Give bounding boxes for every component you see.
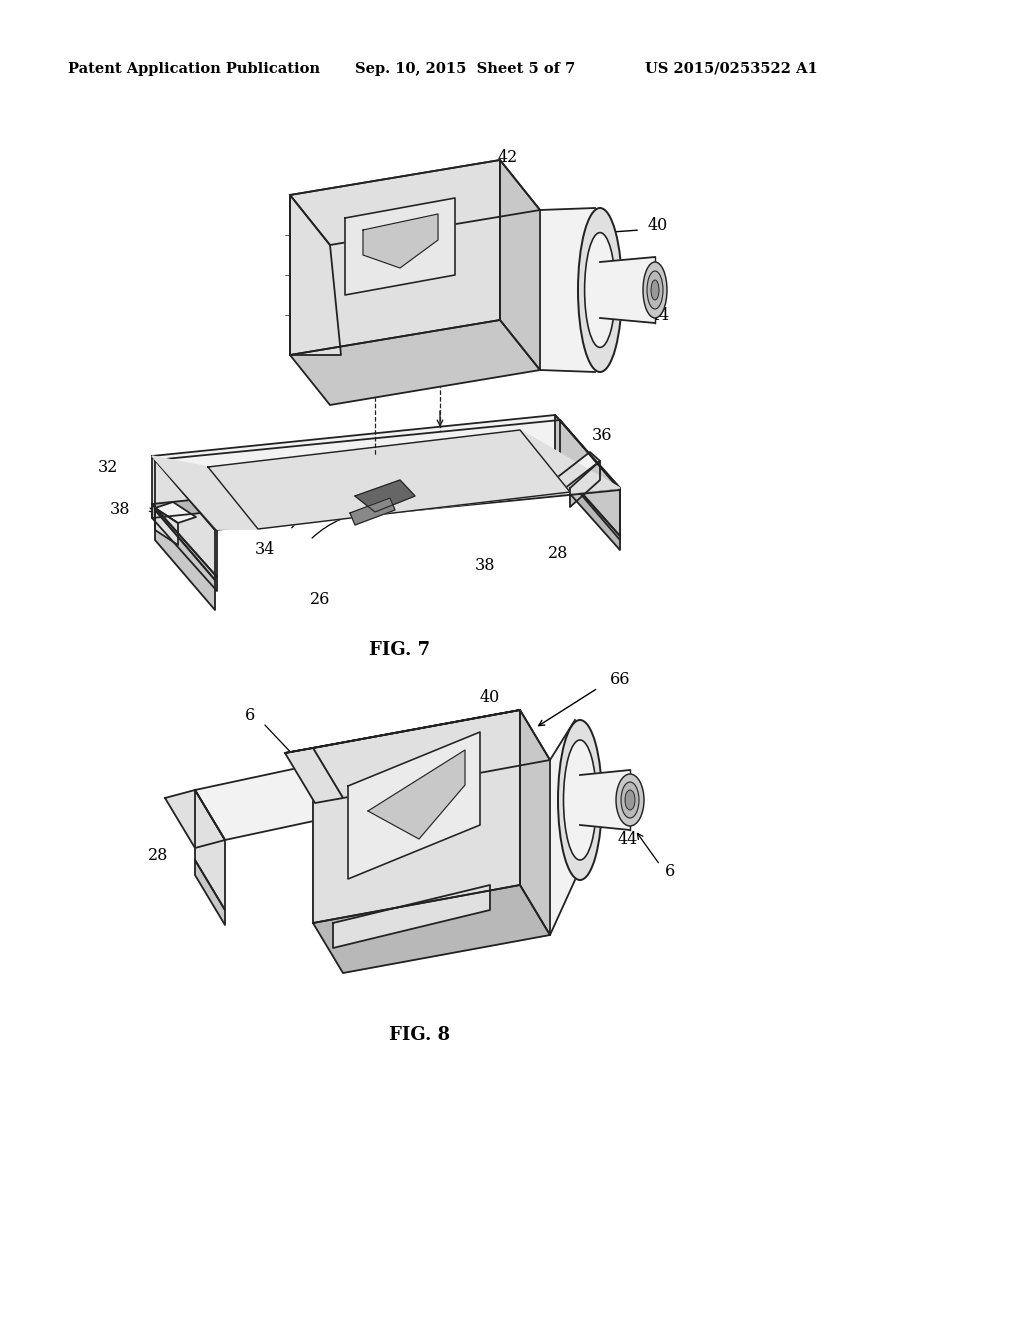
Polygon shape xyxy=(217,430,620,529)
Text: Sep. 10, 2015  Sheet 5 of 7: Sep. 10, 2015 Sheet 5 of 7 xyxy=(355,62,575,77)
Polygon shape xyxy=(500,160,540,370)
Polygon shape xyxy=(550,719,575,935)
Polygon shape xyxy=(155,510,215,610)
Polygon shape xyxy=(290,160,500,355)
Ellipse shape xyxy=(621,781,639,818)
Ellipse shape xyxy=(578,209,622,372)
Polygon shape xyxy=(540,209,595,372)
Text: 40: 40 xyxy=(648,216,669,234)
Text: FIG. 8: FIG. 8 xyxy=(389,1026,451,1044)
Polygon shape xyxy=(155,502,196,523)
Polygon shape xyxy=(570,461,600,507)
Polygon shape xyxy=(152,504,217,591)
Ellipse shape xyxy=(651,280,659,300)
Polygon shape xyxy=(555,414,620,536)
Text: 28: 28 xyxy=(147,846,168,863)
Polygon shape xyxy=(550,451,600,492)
Polygon shape xyxy=(368,750,465,840)
Ellipse shape xyxy=(643,261,667,318)
Polygon shape xyxy=(313,748,365,810)
Text: US 2015/0253522 A1: US 2015/0253522 A1 xyxy=(645,62,818,77)
Polygon shape xyxy=(152,463,555,517)
Ellipse shape xyxy=(585,232,615,347)
Polygon shape xyxy=(362,214,438,268)
Text: 38: 38 xyxy=(475,557,496,573)
Polygon shape xyxy=(155,508,178,545)
Polygon shape xyxy=(290,319,540,405)
Text: 44: 44 xyxy=(650,308,671,325)
Text: 44: 44 xyxy=(618,832,638,849)
Polygon shape xyxy=(555,463,620,550)
Polygon shape xyxy=(195,760,365,840)
Polygon shape xyxy=(195,861,225,925)
Polygon shape xyxy=(313,748,335,923)
Polygon shape xyxy=(152,455,258,529)
Text: 40: 40 xyxy=(480,689,500,706)
Text: 28: 28 xyxy=(548,544,568,561)
Polygon shape xyxy=(165,789,225,847)
Ellipse shape xyxy=(625,789,635,810)
Polygon shape xyxy=(208,430,570,529)
Polygon shape xyxy=(560,420,620,540)
Polygon shape xyxy=(152,455,217,577)
Polygon shape xyxy=(333,884,490,948)
Ellipse shape xyxy=(616,774,644,826)
Text: 26: 26 xyxy=(310,591,330,609)
Polygon shape xyxy=(195,789,225,909)
Polygon shape xyxy=(285,748,343,803)
Polygon shape xyxy=(152,414,620,529)
Text: 34: 34 xyxy=(255,541,275,558)
Polygon shape xyxy=(313,710,550,799)
Polygon shape xyxy=(285,710,520,752)
Ellipse shape xyxy=(558,719,602,880)
Text: 66: 66 xyxy=(610,672,631,689)
Polygon shape xyxy=(155,420,620,531)
Text: 32: 32 xyxy=(97,459,118,477)
Text: 42: 42 xyxy=(498,149,518,166)
Polygon shape xyxy=(345,198,455,294)
Ellipse shape xyxy=(563,741,597,861)
Polygon shape xyxy=(350,498,395,525)
Polygon shape xyxy=(348,733,480,879)
Text: Patent Application Publication: Patent Application Publication xyxy=(68,62,319,77)
Polygon shape xyxy=(355,480,415,512)
Polygon shape xyxy=(290,160,540,246)
Polygon shape xyxy=(600,257,655,323)
Text: 36: 36 xyxy=(592,426,612,444)
Text: FIG. 7: FIG. 7 xyxy=(370,642,430,659)
Text: 26: 26 xyxy=(390,941,411,958)
Polygon shape xyxy=(290,195,341,355)
Polygon shape xyxy=(313,884,550,973)
Polygon shape xyxy=(155,459,215,579)
Text: 6: 6 xyxy=(245,708,255,725)
Ellipse shape xyxy=(647,271,663,309)
Polygon shape xyxy=(580,770,630,830)
Polygon shape xyxy=(313,710,520,923)
Text: 6: 6 xyxy=(665,863,675,880)
Text: 38: 38 xyxy=(110,502,130,519)
Polygon shape xyxy=(520,710,550,935)
